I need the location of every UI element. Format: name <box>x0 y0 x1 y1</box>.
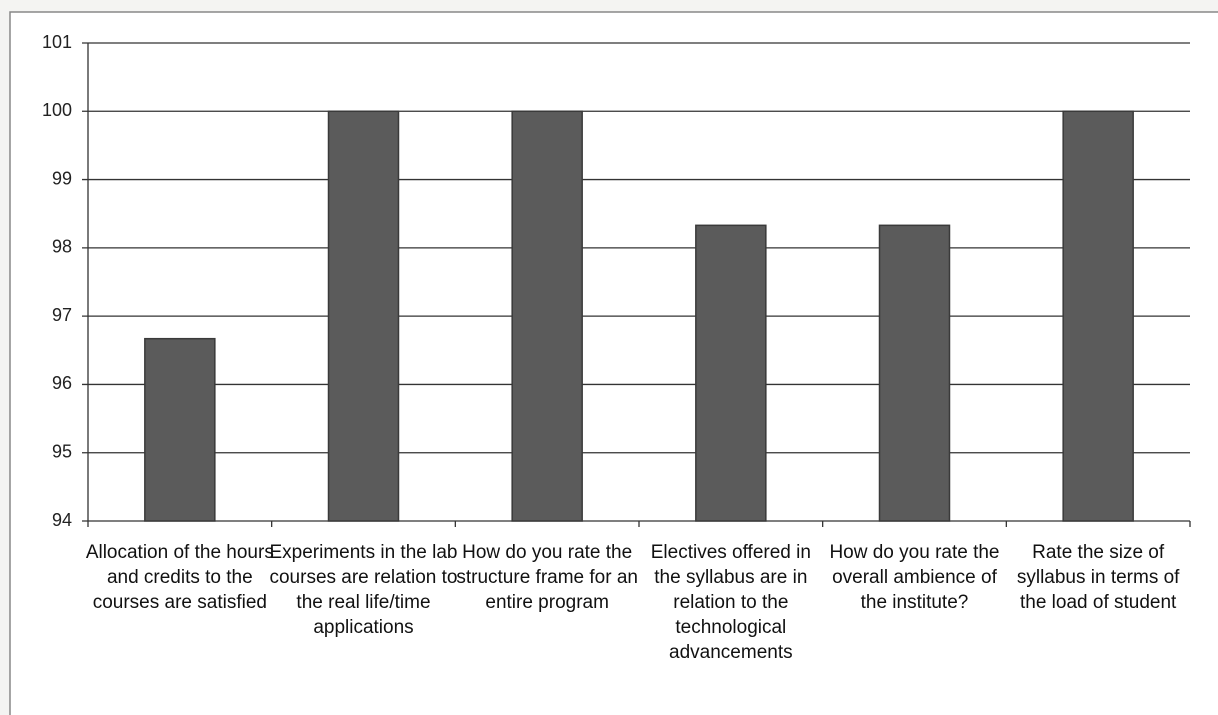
bar <box>511 110 583 522</box>
bar <box>327 110 400 522</box>
y-tick-label: 94 <box>52 510 72 530</box>
x-tick-label: How do you rate the overall ambience of … <box>829 542 1000 613</box>
x-tick-label: How do you rate the structure frame for … <box>456 542 638 613</box>
y-tick-label: 98 <box>52 237 72 257</box>
x-tick-label: Rate the size of syllabus in terms of th… <box>1016 542 1180 613</box>
y-tick-label: 95 <box>52 441 72 461</box>
y-tick-label: 99 <box>52 168 72 188</box>
bar <box>695 224 767 522</box>
x-tick-label: Allocation of the hours and credits to t… <box>85 542 274 613</box>
y-tick-label: 101 <box>42 32 72 52</box>
bar <box>878 224 951 522</box>
y-tick-label: 97 <box>52 305 72 325</box>
x-tick-label: Experiments in the lab courses are relat… <box>269 542 458 638</box>
bar <box>1062 110 1134 522</box>
bar <box>144 337 216 522</box>
y-tick-label: 100 <box>42 100 72 120</box>
y-tick-label: 96 <box>52 373 72 393</box>
x-tick-label: Electives offered in the syllabus are in… <box>650 542 811 663</box>
